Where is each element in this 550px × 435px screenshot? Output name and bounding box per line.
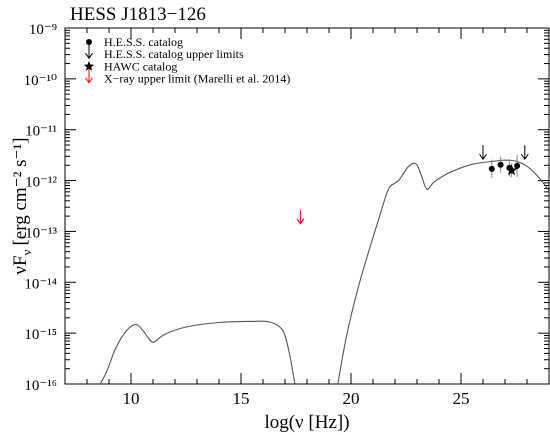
y-tick-label-1: 10⁻¹⁵ [24, 327, 57, 343]
chart-title: HESS J1813−126 [70, 4, 206, 25]
data-point-down-arrow-s2-p0 [479, 145, 487, 160]
legend-marker-1-head [85, 52, 93, 60]
model-curve [99, 159, 549, 384]
y-tick-label-3: 10⁻¹³ [25, 225, 57, 241]
data-points [296, 145, 529, 225]
x-tick-label-10: 10 [123, 389, 140, 408]
x-tick-label-15: 15 [233, 389, 250, 408]
x-axis-ticks: 10 15 20 25 [64, 28, 550, 408]
y-axis-label: νFν [erg cm⁻² s⁻¹] [10, 137, 34, 274]
y-axis-label-main: νF [10, 255, 31, 274]
model-curve-segment-1 [337, 159, 549, 384]
x-tick-label-25: 25 [453, 389, 470, 408]
x-tick-label-20: 20 [343, 389, 360, 408]
data-point-down-arrow-s2-p1 [520, 145, 529, 160]
data-point-circle-s0-p1 [497, 161, 504, 168]
y-tick-label-0: 10⁻¹⁶ [24, 378, 57, 394]
legend-label-1: H.E.S.S. catalog upper limits [104, 47, 244, 61]
legend-marker-2 [83, 60, 95, 71]
data-point-down-arrow-s3-p0 [296, 209, 305, 225]
data-point-circle-s0-p3 [514, 162, 521, 169]
data-point-down-arrow-s3-p0-head [296, 218, 305, 225]
data-point-down-arrow-s2-p1-head [520, 153, 529, 160]
legend-label-3: X−ray upper limit (Marelli et al. 2014) [104, 72, 290, 86]
y-tick-label-6: 10⁻¹⁰ [24, 73, 57, 89]
y-axis-ticks: 10⁻¹⁶ 10⁻¹⁵ 10⁻¹⁴ 10⁻¹³ 10⁻¹² 10⁻¹¹ 10⁻¹⁰ 10⁻⁹ [24, 22, 549, 394]
legend-marker-0 [86, 39, 92, 45]
y-tick-label-4: 10⁻¹² [25, 175, 57, 191]
y-tick-label-7: 10⁻⁹ [29, 22, 57, 38]
legend-label-2: HAWC catalog [104, 59, 177, 73]
legend-marker-1 [85, 44, 93, 60]
data-point-down-arrow-s2-p0-head [479, 153, 487, 160]
y-tick-label-5: 10⁻¹¹ [25, 124, 57, 140]
legend-marker-3 [85, 68, 93, 84]
y-tick-label-2: 10⁻¹⁴ [24, 276, 57, 292]
data-point-circle-s0-p0 [488, 165, 495, 172]
model-curve-segment-0 [99, 320, 296, 384]
y-axis-label-subscript: ν [19, 249, 34, 255]
data-point-star-s1-p0 [505, 164, 518, 176]
y-axis-label-unit: [erg cm⁻² s⁻¹] [10, 137, 31, 245]
legend-marker-3-head [85, 77, 93, 84]
x-axis-label: log(ν [Hz]) [264, 412, 349, 433]
legend-label-0: H.E.S.S. catalog [104, 35, 183, 49]
